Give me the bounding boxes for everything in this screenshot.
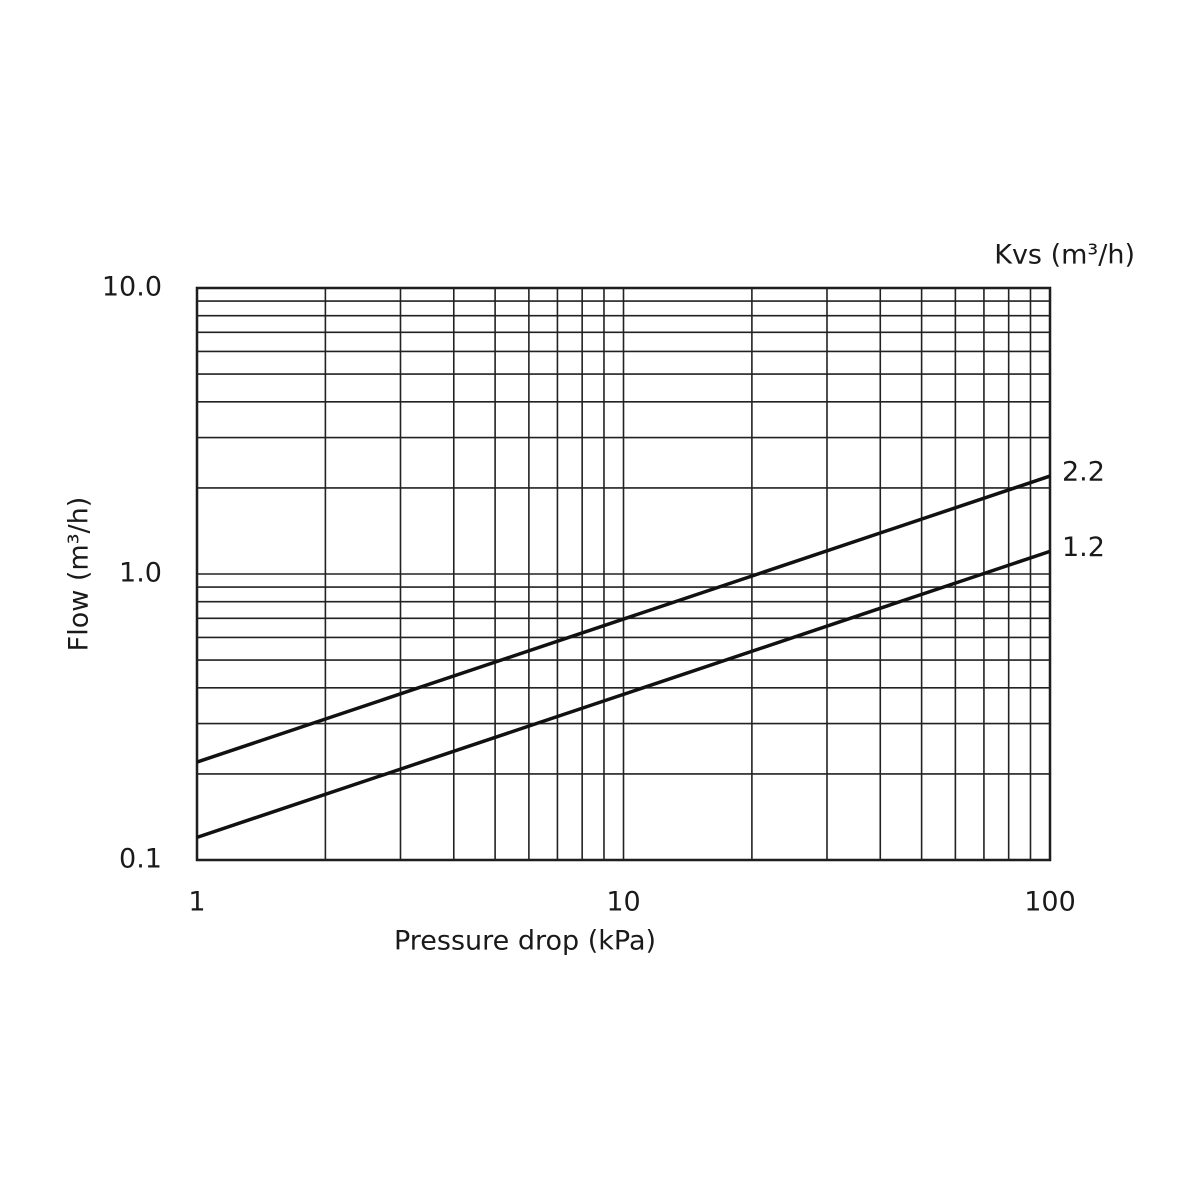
series-label: 2.2 bbox=[1062, 457, 1105, 488]
y-tick-label: 0.1 bbox=[119, 844, 162, 875]
series-line bbox=[196, 474, 1051, 764]
series-line bbox=[196, 549, 1051, 840]
y-tick-label: 10.0 bbox=[102, 272, 162, 303]
series-label: 1.2 bbox=[1062, 532, 1105, 563]
y-axis-label: Flow (m³/h) bbox=[64, 497, 95, 652]
legend-title: Kvs (m³/h) bbox=[994, 240, 1135, 271]
x-axis-label: Pressure drop (kPa) bbox=[394, 926, 656, 957]
x-tick-label: 10 bbox=[606, 887, 640, 918]
x-tick-label: 100 bbox=[1024, 887, 1076, 918]
x-tick-label: 1 bbox=[188, 887, 205, 918]
y-tick-label: 1.0 bbox=[119, 558, 162, 589]
